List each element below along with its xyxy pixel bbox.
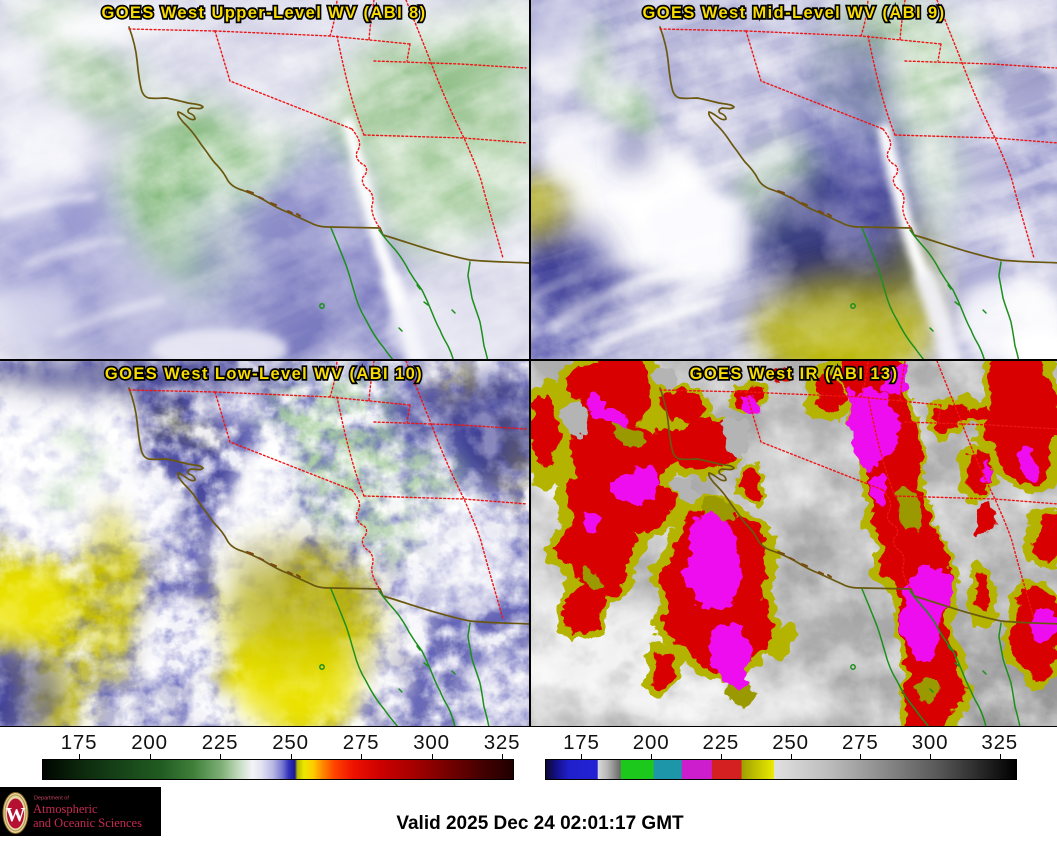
- svg-text:GOES West Low-Level WV (ABI 10: GOES West Low-Level WV (ABI 10): [105, 365, 423, 383]
- svg-text:Atmospheric: Atmospheric: [33, 802, 98, 816]
- svg-text:W: W: [6, 804, 26, 826]
- svg-text:GOES West Mid-Level WV (ABI 9): GOES West Mid-Level WV (ABI 9): [643, 4, 946, 22]
- svg-text:Department of: Department of: [34, 796, 69, 802]
- svg-text:GOES West Upper-Level WV (ABI: GOES West Upper-Level WV (ABI 8): [101, 4, 426, 22]
- svg-text:GOES West IR (ABI 13): GOES West IR (ABI 13): [690, 365, 899, 383]
- svg-text:and Oceanic Sciences: and Oceanic Sciences: [33, 816, 142, 830]
